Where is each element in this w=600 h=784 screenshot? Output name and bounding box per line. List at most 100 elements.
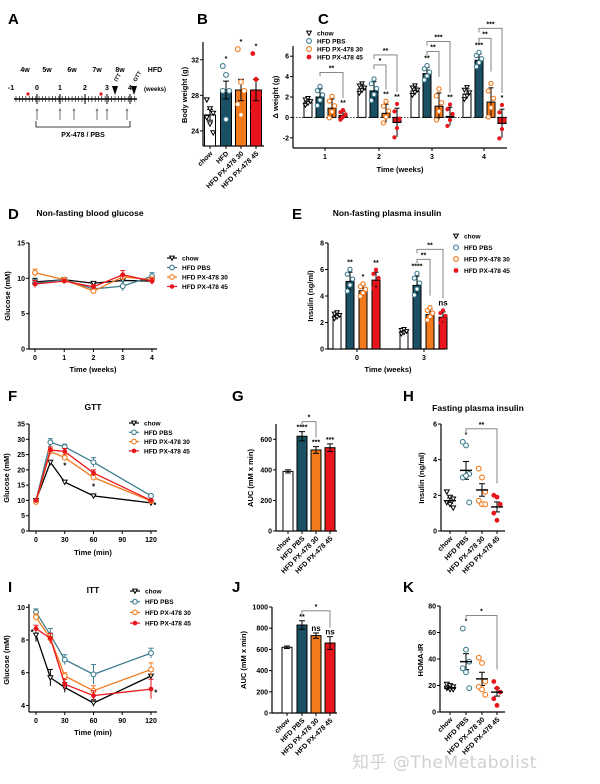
significance-label: ** [424,56,430,63]
chart-title: ITT [87,585,101,595]
series-2 [33,613,154,696]
data-point [438,100,445,106]
significance-label: **** [297,425,308,432]
significance-label: ** [394,94,400,101]
data-point [314,102,321,109]
data-point [424,317,431,323]
data-point [459,438,466,445]
y-tick-label: 25 [17,452,25,459]
data-point [394,101,400,107]
y-tick-label: 30 [17,437,25,444]
legend-label: chow [182,256,200,263]
significance-label: * [465,432,468,439]
data-point [447,102,453,107]
timeline-diagram: 4w 5w 6w 7w 8w HFD -1 0 1 2 3 4 (weeks) ITT GTT PX-478 … [8,67,166,139]
bracket-label: ** [427,242,433,249]
y-tick-label: 0 [264,711,268,718]
data-point [409,92,416,99]
arrow-up-icon [125,108,129,111]
data-point [385,108,392,114]
data-point [438,320,443,325]
data-point [440,308,446,313]
x-tick-label: 60 [90,718,98,725]
significance-bracket [478,37,492,72]
legend-marker [305,30,313,37]
data-point [376,275,381,281]
data-point [32,269,38,276]
legend-label: HFD PBS [464,245,493,252]
y-tick-label: 400 [256,668,268,675]
data-point [253,76,259,82]
data-point [238,79,244,85]
data-point [380,120,387,126]
age-label: 7w [92,67,102,74]
data-point [347,266,353,273]
legend-marker [168,255,176,262]
legend-marker [453,268,459,273]
data-point [91,470,96,476]
x-tick-label: 30 [61,537,69,544]
significance-bracket [301,610,331,628]
data-point [485,88,492,94]
week-label: 3 [105,85,109,92]
arrow-up-icon [35,108,39,111]
data-point [491,696,497,702]
y-tick-label: 5 [21,311,25,318]
significance-label: *** [475,42,483,49]
data-point [62,681,68,687]
y-tick-label: 35 [17,422,25,429]
data-point [473,63,480,70]
panel-letter: D [8,206,19,223]
y-axis-label: Glucose (mM) [2,635,11,685]
legend-marker [169,264,175,271]
x-tick-label: 3 [121,355,125,362]
series-3 [32,270,155,290]
data-point [329,93,335,99]
data-point [494,685,500,691]
x-tick-label: 4 [150,355,154,362]
data-point [223,116,229,123]
data-point [479,686,485,693]
x-tick-label: 90 [118,718,126,725]
data-point [203,97,211,104]
bracket-label: ** [430,45,436,52]
age-label: 6w [67,67,77,74]
data-point [206,121,214,128]
data-point [447,117,453,123]
data-point [475,465,482,472]
data-point [392,135,397,140]
significance-label: ns [325,628,335,637]
y-tick-label: 6 [320,267,324,274]
data-point [440,317,446,322]
significance-label: * [501,95,504,102]
significance-label: * [362,274,365,281]
data-point [344,288,351,294]
data-point [338,117,343,122]
panel-letter: A [8,11,19,28]
legend-marker [169,284,175,289]
y-tick-label: 0 [432,710,436,717]
y-tick-label: 28 [191,93,199,100]
x-tick-label: 30 [61,718,69,725]
data-point [411,292,418,298]
data-point [331,103,338,109]
y-tick-label: 80 [428,604,436,611]
y-tick-label: 1000 [252,605,268,612]
x-tick-label: 4 [482,154,486,161]
data-point [466,499,473,506]
legend-marker [306,38,312,44]
data-point [371,271,376,276]
data-point [475,497,482,504]
legend-marker [131,438,137,445]
legend-label: chow [464,234,482,241]
significance-bracket [416,248,444,299]
x-axis-label: Time (weeks) [365,365,412,374]
panel-letter: E [292,206,302,223]
significance-label: ns [311,624,321,633]
significance-label: ** [383,91,389,98]
data-point [334,310,340,316]
bar [324,447,336,532]
x-tick-label: 1 [62,355,66,362]
data-point [433,117,440,123]
data-point [416,280,423,286]
